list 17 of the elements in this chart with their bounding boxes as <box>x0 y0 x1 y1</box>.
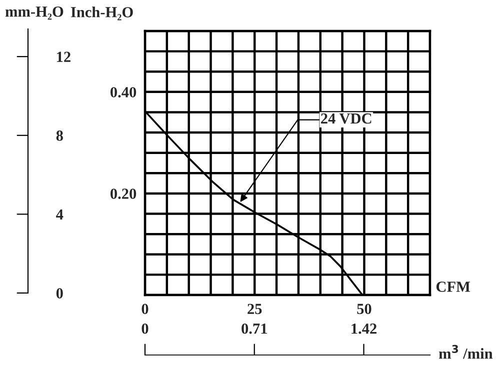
y2-tick-label: 0 <box>56 288 63 298</box>
x-tick-label: 0 <box>142 304 148 314</box>
x-tick-label: 50 <box>357 304 372 314</box>
y2-tick-label: 8 <box>56 130 63 141</box>
y-axis-title: Inch-H₂O <box>70 6 133 20</box>
y-tick-label: 0.20 <box>110 188 136 199</box>
x-tick-label: 25 <box>248 304 262 314</box>
x2-tick-label: 1.42 <box>352 324 376 334</box>
x2-axis-title: m$^{3}$ /min <box>438 344 493 359</box>
y2-axis-title: mm-H₂O <box>5 6 64 20</box>
x2-tick-label: 0.71 <box>242 323 267 334</box>
y-tick-label: 0.40 <box>110 87 136 98</box>
x-axis-title: CFM <box>436 282 470 292</box>
y2-tick-label: 4 <box>56 209 64 220</box>
y2-tick-label: 12 <box>57 52 70 62</box>
annotation: 24 VDC <box>321 113 372 124</box>
x2-tick-label: 0 <box>142 323 148 334</box>
